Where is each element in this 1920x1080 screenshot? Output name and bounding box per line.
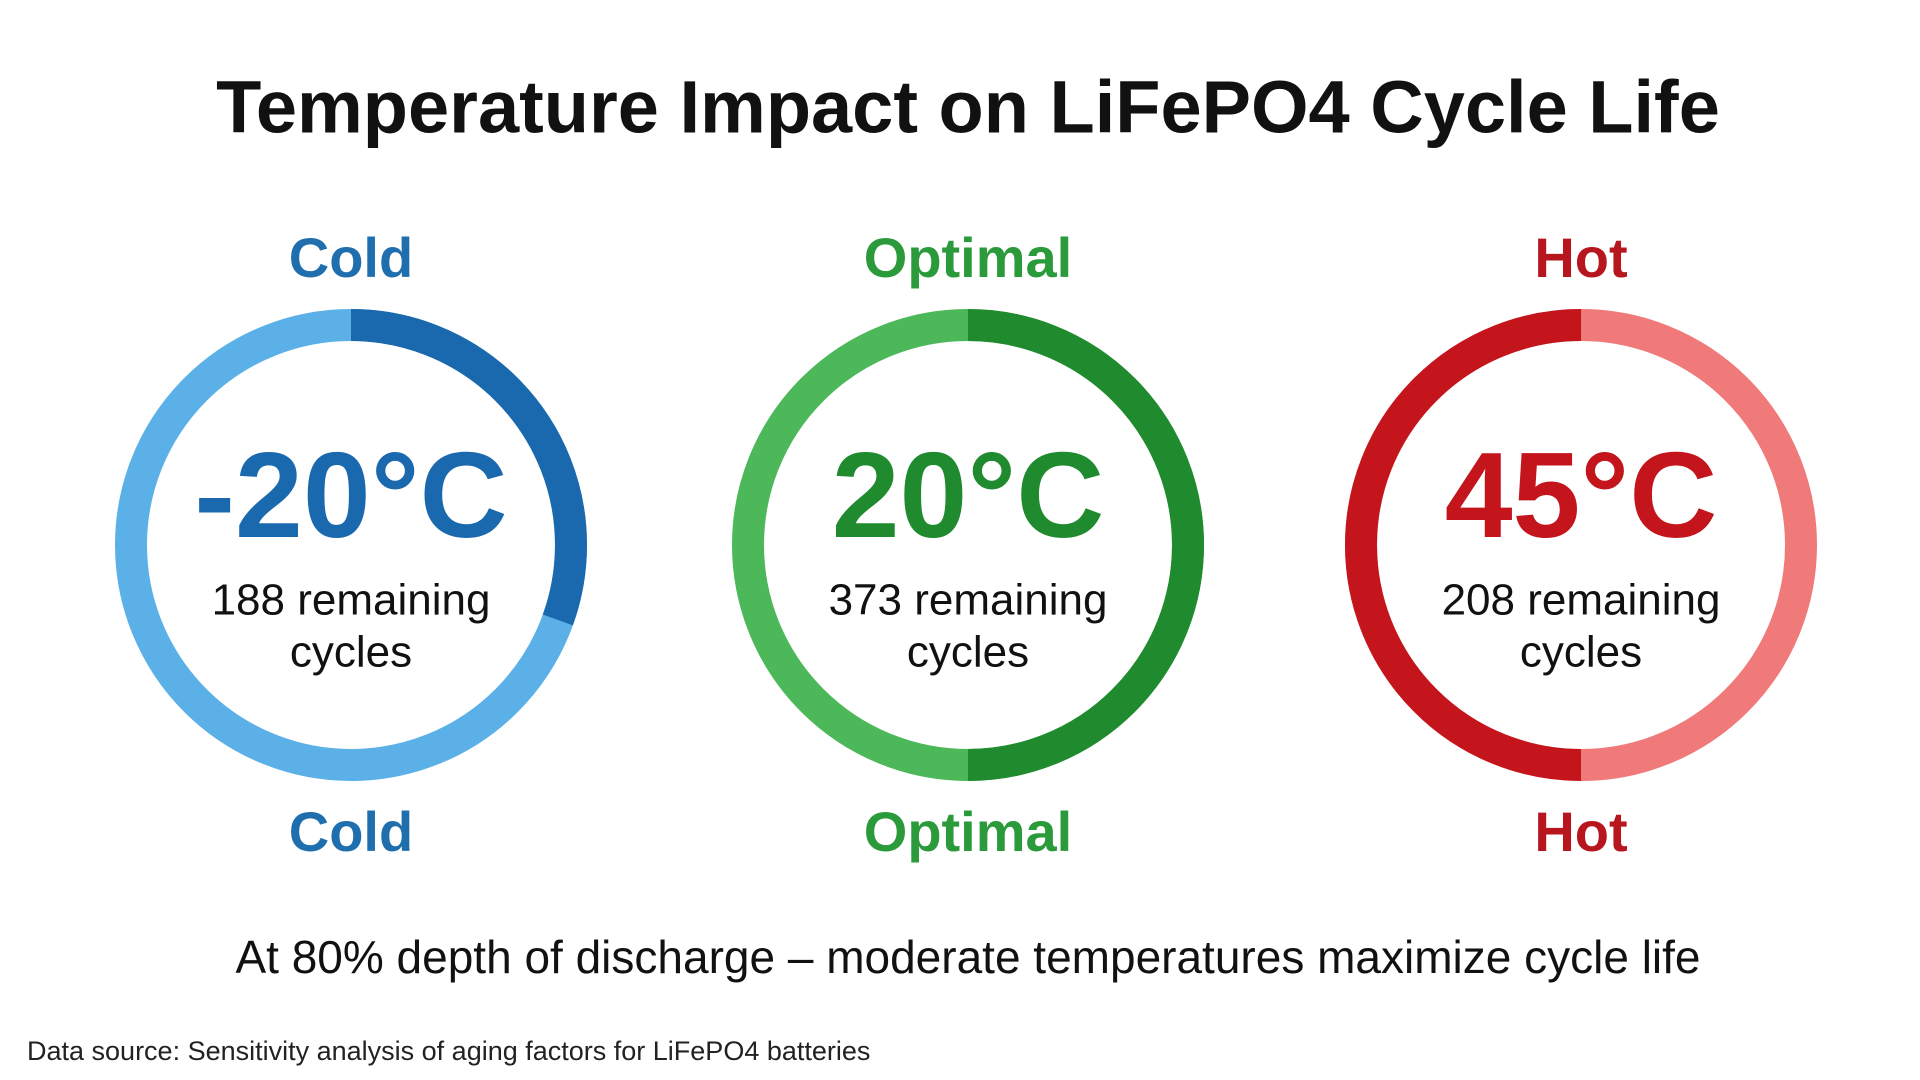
gauge-optimal: Optimal 20°C 373 remaining cycles Optima… [732, 226, 1204, 863]
subtitle: At 80% depth of discharge – moderate tem… [235, 931, 1700, 983]
gauge-bottom-label: Cold [289, 800, 413, 863]
temperature: -20°C [194, 427, 507, 563]
title: Temperature Impact on LiFePO4 Cycle Life [216, 66, 1720, 149]
temperature: 20°C [832, 427, 1105, 563]
ring-arc [732, 309, 1204, 781]
source-note: Data source: Sensitivity analysis of agi… [27, 1036, 870, 1066]
cycles-unit: cycles [907, 628, 1029, 677]
ring-arc [1345, 309, 1817, 781]
gauge-cold: Cold -20°C 188 remaining cycles Cold [115, 226, 587, 863]
gauge-bottom-label: Optimal [864, 800, 1072, 863]
cycles-unit: cycles [290, 628, 412, 677]
cycles: 188 remaining [212, 576, 491, 625]
ring-arc [115, 309, 587, 781]
temperature: 45°C [1445, 427, 1718, 563]
gauge-label: Optimal [864, 226, 1072, 289]
cycles-unit: cycles [1520, 628, 1642, 677]
cycles: 208 remaining [1442, 576, 1721, 625]
gauge-label: Cold [289, 226, 413, 289]
cycles: 373 remaining [829, 576, 1108, 625]
gauge-hot: Hot 45°C 208 remaining cycles Hot [1345, 226, 1817, 863]
gauge-label: Hot [1534, 226, 1627, 289]
gauge-bottom-label: Hot [1534, 800, 1627, 863]
